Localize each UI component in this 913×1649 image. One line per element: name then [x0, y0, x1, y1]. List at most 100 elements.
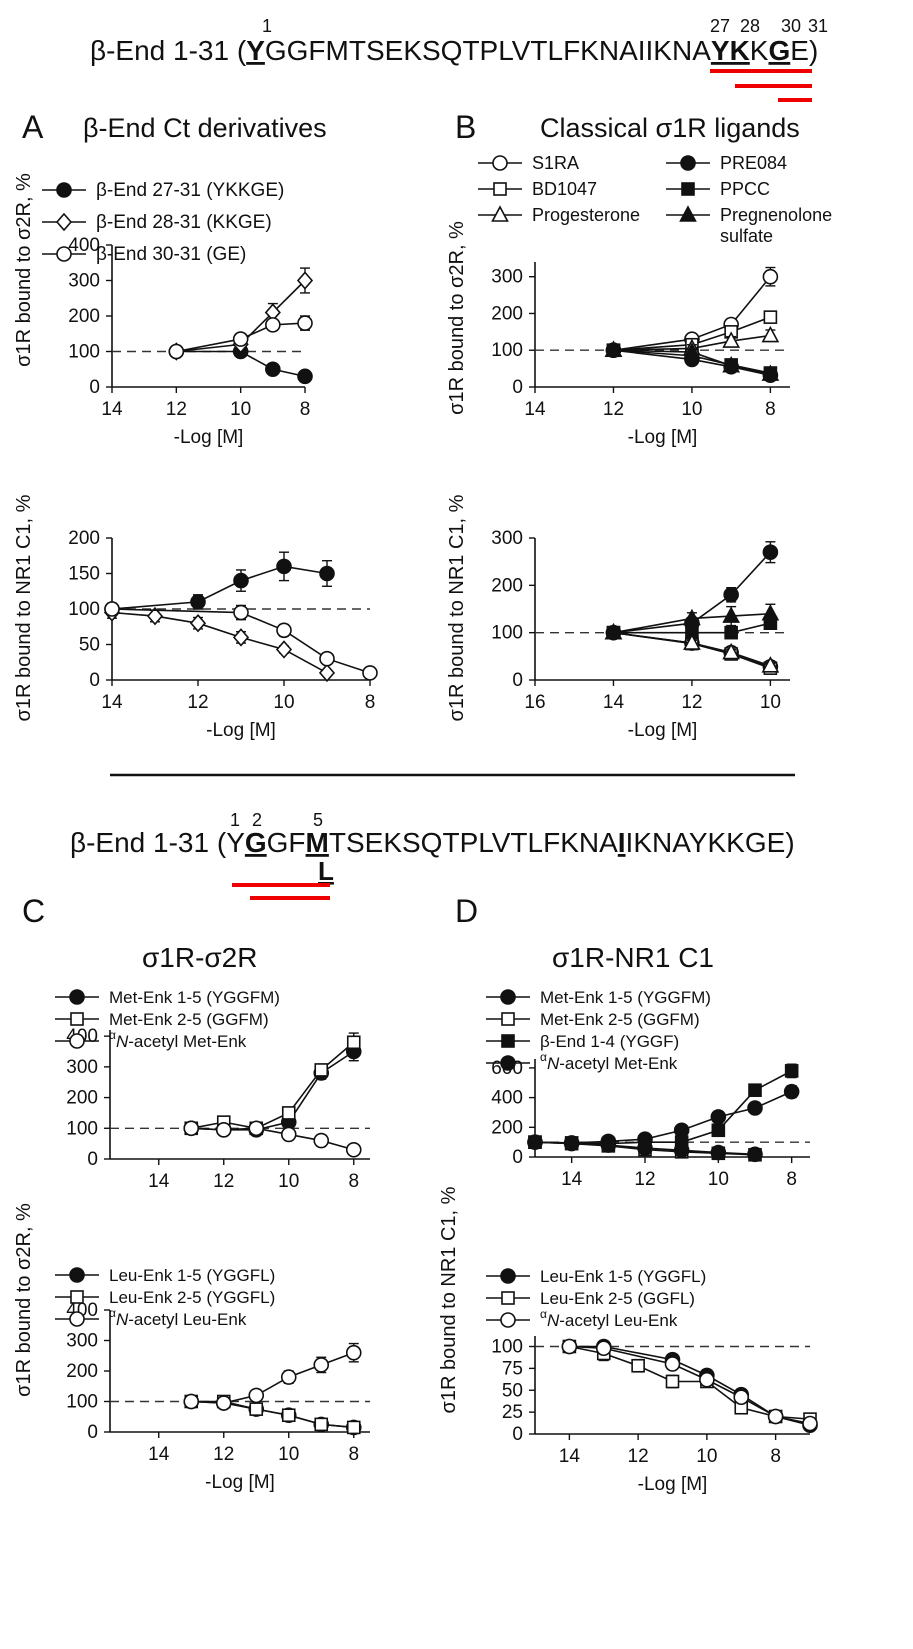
series-line	[613, 612, 771, 634]
y-tick-label: 0	[512, 1147, 523, 1168]
sequence-top: β-End 1-31 (YGGFMTSEKSQTPLVTLFKNAIIKNAYK…	[90, 16, 828, 102]
y-tick-label: 400	[491, 1088, 523, 1109]
sequence-segment: K	[750, 35, 769, 66]
y-axis-label: σ1R bound to σ2R, %	[13, 1203, 35, 1397]
residue-number: 1	[262, 16, 272, 36]
data-point	[146, 606, 164, 626]
data-point	[722, 331, 740, 348]
y-tick-label: 100	[68, 342, 100, 363]
series-line	[191, 1127, 354, 1151]
x-tick-label: 14	[148, 1444, 170, 1465]
data-point	[761, 364, 780, 381]
legend-entry: Met-Enk 1-5 (YGGFM)	[540, 988, 711, 1007]
x-axis-label: -Log [M]	[206, 720, 276, 741]
series-line	[613, 631, 771, 667]
data-point	[748, 1083, 762, 1097]
x-tick-label: 10	[230, 399, 251, 420]
legend-entry: β-End 1-4 (YGGF)	[540, 1032, 679, 1051]
data-point	[767, 1408, 784, 1425]
data-point	[280, 1369, 297, 1385]
series-2	[183, 1120, 362, 1158]
data-point	[297, 315, 313, 331]
x-tick-label: 12	[603, 399, 624, 420]
sequence-mid: β-End 1-31 (YGGFMTSEKSQTPLVTLFKNAIIKNAYK…	[70, 810, 795, 900]
data-point	[784, 1064, 799, 1078]
legend-d1: Met-Enk 1-5 (YGGFM) Met-Enk 2-5 (GGFM) β-E…	[486, 988, 711, 1073]
data-point	[276, 558, 292, 575]
data-point	[55, 212, 73, 232]
series-line	[613, 316, 771, 352]
x-axis-label: -Log [M]	[628, 427, 698, 448]
x-tick-label: 10	[708, 1169, 729, 1190]
data-point	[232, 331, 249, 347]
sequence-segment: β-End 1-31 (	[70, 827, 227, 858]
residue-number: 2	[252, 810, 262, 830]
data-point	[70, 1012, 84, 1026]
sequence-segment: M	[306, 827, 329, 858]
data-point	[733, 1389, 750, 1406]
data-point	[233, 604, 249, 621]
data-point	[491, 205, 509, 222]
y-tick-label: 0	[87, 1422, 98, 1443]
legend-entry: Leu-Enk 1-5 (YGGFL)	[109, 1266, 275, 1285]
data-point	[319, 565, 335, 582]
data-point	[600, 1137, 617, 1153]
data-point	[362, 665, 378, 681]
data-point	[493, 182, 507, 196]
y-tick-label: 100	[491, 340, 523, 361]
legend-entry: αN-acetyl Met-Enk	[109, 1028, 247, 1051]
series-line	[176, 350, 306, 378]
panel-letter-d: D	[455, 893, 478, 929]
series-line	[613, 551, 771, 634]
data-point	[314, 1063, 329, 1077]
y-axis-label: σ1R bound to NR1 C1, %	[446, 494, 468, 721]
data-point	[215, 1122, 232, 1138]
data-point	[664, 1356, 681, 1372]
legend-a1: β-End 27-31 (YKKGE) β-End 28-31 (KKGE) β-E…	[42, 180, 284, 265]
series-2	[168, 315, 313, 360]
data-point	[679, 205, 697, 222]
data-point	[297, 368, 313, 385]
series-line	[534, 1090, 792, 1144]
x-tick-label: 8	[365, 692, 376, 713]
legend-entry: Progesterone	[532, 205, 640, 225]
x-axis-label: -Log [M]	[628, 720, 698, 741]
series-line	[613, 349, 771, 375]
x-tick-label: 14	[559, 1446, 581, 1467]
series-2	[183, 1342, 362, 1411]
data-point	[561, 1338, 578, 1355]
residue-number: 27	[710, 16, 730, 36]
series-line	[191, 1400, 354, 1429]
sequence-segment: β-End 1-31 (	[90, 35, 247, 66]
data-point	[683, 608, 701, 626]
series-line	[613, 334, 771, 352]
legend-entry: Leu-Enk 2-5 (GGFL)	[540, 1289, 695, 1308]
data-point	[232, 628, 250, 647]
x-tick-label: 14	[101, 692, 123, 713]
legend-entry: αN-acetyl Leu-Enk	[109, 1306, 247, 1329]
sequence-segment: Y	[246, 35, 265, 66]
legend-entry: β-End 30-31 (GE)	[96, 244, 246, 265]
data-point	[802, 1415, 818, 1432]
data-point	[673, 1142, 690, 1159]
series-0	[183, 1393, 362, 1436]
x-tick-label: 10	[696, 1446, 717, 1467]
chart-b1: 0 100 200 300 14 12 10 8 -Log [M] σ1R bound to σ2…	[446, 153, 832, 448]
panel-letter-b: B	[455, 109, 476, 145]
series-0	[183, 1041, 362, 1138]
sequence-segment: TSEKSQTPLVTLFKNA	[329, 827, 618, 858]
series-line	[613, 349, 771, 377]
data-point	[168, 343, 185, 360]
y-tick-label: 300	[491, 528, 523, 549]
y-tick-label: 50	[502, 1380, 523, 1401]
data-point	[70, 1290, 84, 1304]
legend-entry: β-End 28-31 (KKGE)	[96, 212, 272, 233]
data-point	[681, 182, 695, 196]
y-tick-label: 150	[68, 564, 100, 585]
residue-number: 5	[313, 810, 323, 830]
sequence-segment: E	[790, 35, 809, 66]
y-axis-label: σ1R bound to NR1 C1, %	[13, 494, 35, 721]
y-tick-label: 300	[68, 271, 100, 292]
sequence-segment: )	[809, 35, 818, 66]
